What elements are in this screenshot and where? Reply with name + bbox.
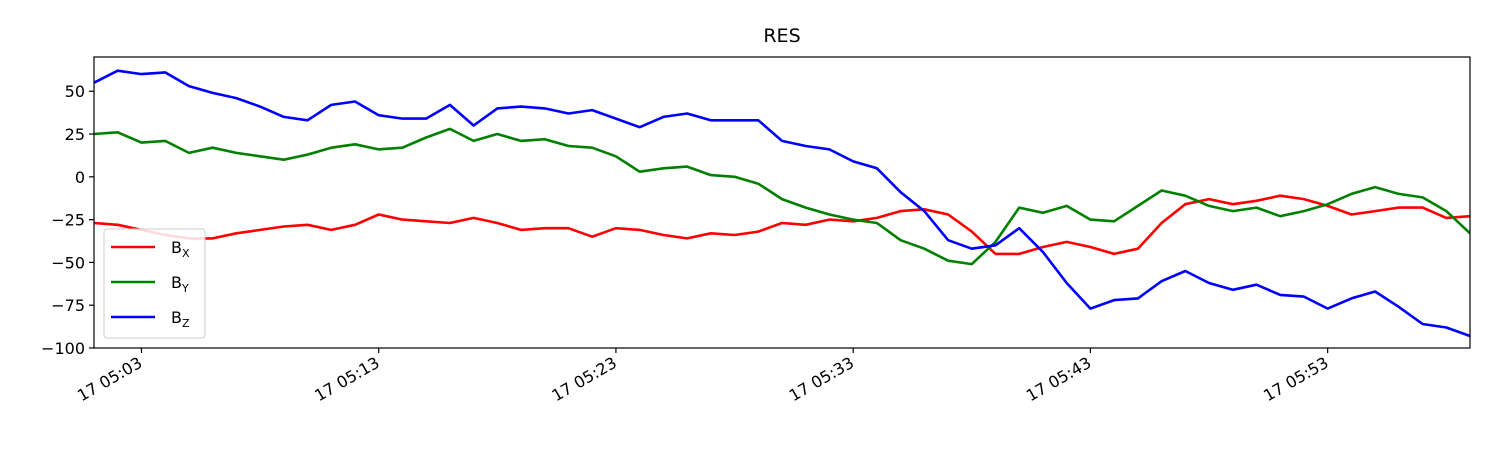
chart-title: RES [763,25,800,47]
x-tick-label: 17 05:03 [74,353,145,405]
y-tick-label: −50 [51,253,85,272]
x-tick-label: 17 05:23 [548,353,619,405]
x-tick-label: 17 05:53 [1260,353,1331,405]
x-tick-label: 17 05:43 [1023,353,1094,405]
y-tick-label: −25 [51,211,85,230]
y-tick-label: 25 [65,125,85,144]
legend-box [103,228,206,339]
legend-label: BY [171,273,189,295]
legend: BX BY BZ [103,228,206,339]
plot-lines [93,69,1471,338]
plot-frame [93,56,1471,349]
x-tick-label: 17 05:33 [786,353,857,405]
series-line-bx [93,194,1471,256]
series-line-by [93,127,1471,266]
x-tick-label: 17 05:13 [311,353,382,405]
y-tick-label: 50 [65,82,85,101]
series-line-bz [93,69,1471,338]
y-tick-label: −75 [51,296,85,315]
x-axis: 17 05:03 17 05:13 17 05:23 17 05:33 17 05:43… [74,348,1332,405]
y-tick-label: −100 [41,339,85,358]
legend-label: BX [171,238,190,260]
y-axis: 50 25 0 −25 −50 −75 −100 [41,82,94,358]
y-tick-label: 0 [75,168,85,187]
legend-label: BZ [171,308,190,330]
